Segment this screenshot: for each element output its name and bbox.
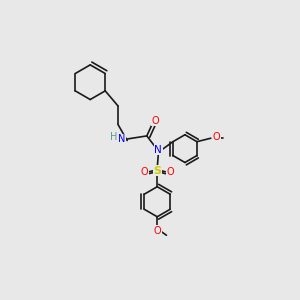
Text: O: O	[151, 116, 159, 126]
Text: O: O	[141, 167, 148, 177]
Text: N: N	[154, 145, 162, 155]
Text: S: S	[153, 166, 161, 176]
Text: H: H	[110, 132, 118, 142]
Text: O: O	[213, 132, 220, 142]
Text: O: O	[153, 226, 161, 236]
Text: N: N	[118, 134, 125, 144]
Text: O: O	[166, 167, 174, 177]
